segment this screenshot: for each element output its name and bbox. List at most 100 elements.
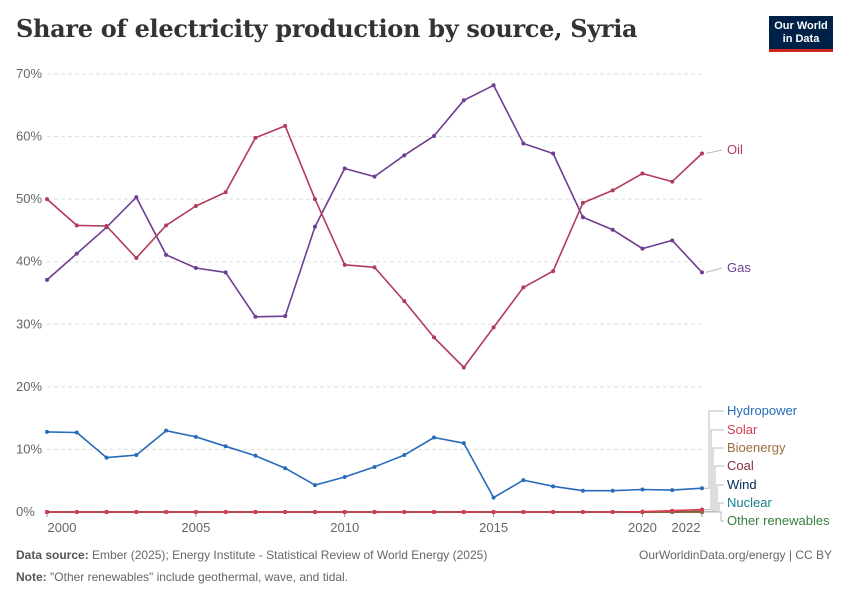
data-point[interactable] — [670, 238, 675, 243]
data-point[interactable] — [164, 510, 169, 514]
data-point[interactable] — [491, 510, 496, 514]
data-point[interactable] — [134, 510, 139, 514]
data-point[interactable] — [253, 135, 258, 140]
data-point[interactable] — [610, 510, 615, 514]
data-point[interactable] — [253, 314, 258, 319]
data-point[interactable] — [700, 270, 704, 275]
legend-nuclear[interactable]: Nuclear — [704, 495, 772, 513]
data-point[interactable] — [402, 453, 407, 458]
data-point[interactable] — [521, 141, 526, 146]
data-point[interactable] — [134, 195, 139, 200]
data-point[interactable] — [521, 478, 526, 483]
owid-logo[interactable]: Our World in Data — [769, 16, 833, 52]
data-point[interactable] — [402, 510, 407, 514]
data-point[interactable] — [432, 133, 437, 138]
data-point[interactable] — [283, 466, 288, 471]
series-legend-labels[interactable]: Oil Gas Hydropower Solar Bioenergy Coal Wind Nu… — [704, 142, 830, 528]
data-point[interactable] — [461, 365, 466, 370]
legend-label[interactable]: Coal — [727, 458, 754, 473]
legend-label[interactable]: Gas — [727, 260, 751, 275]
series-line[interactable] — [46, 125, 703, 369]
data-point[interactable] — [342, 262, 347, 267]
data-point[interactable] — [104, 510, 109, 514]
data-point[interactable] — [640, 246, 645, 251]
legend-oil[interactable]: Oil — [705, 142, 743, 157]
data-point[interactable] — [223, 510, 228, 514]
data-point[interactable] — [670, 179, 675, 184]
data-point[interactable] — [164, 252, 169, 257]
data-point[interactable] — [223, 444, 228, 449]
data-point[interactable] — [670, 488, 675, 493]
data-point[interactable] — [312, 483, 317, 488]
data-point[interactable] — [551, 510, 556, 514]
series-solar[interactable] — [45, 507, 704, 514]
data-point[interactable] — [610, 227, 615, 232]
data-point[interactable] — [461, 98, 466, 103]
legend-hydropower[interactable]: Hydropower — [704, 403, 798, 489]
data-point[interactable] — [253, 453, 258, 458]
legend-label[interactable]: Oil — [727, 142, 743, 157]
data-point[interactable] — [104, 224, 109, 229]
data-point[interactable] — [580, 488, 585, 493]
data-point[interactable] — [193, 510, 198, 514]
legend-label[interactable]: Bioenergy — [727, 440, 786, 455]
data-point[interactable] — [700, 151, 704, 156]
legend-label[interactable]: Solar — [727, 422, 758, 437]
data-point[interactable] — [283, 314, 288, 319]
data-point[interactable] — [312, 224, 317, 229]
data-point[interactable] — [491, 83, 496, 88]
series-oil[interactable] — [45, 123, 704, 370]
data-point[interactable] — [45, 197, 49, 202]
data-point[interactable] — [461, 510, 466, 514]
data-point[interactable] — [104, 455, 109, 460]
data-point[interactable] — [134, 255, 139, 260]
data-point[interactable] — [193, 204, 198, 209]
data-point[interactable] — [253, 510, 258, 514]
data-point[interactable] — [402, 153, 407, 158]
legend-label[interactable]: Nuclear — [727, 495, 772, 510]
data-point[interactable] — [491, 325, 496, 330]
data-point[interactable] — [551, 269, 556, 274]
data-point[interactable] — [312, 510, 317, 514]
data-point[interactable] — [551, 151, 556, 156]
legend-label[interactable]: Other renewables — [727, 513, 830, 528]
data-point[interactable] — [223, 270, 228, 275]
data-point[interactable] — [45, 429, 49, 434]
data-point[interactable] — [432, 335, 437, 340]
data-point[interactable] — [521, 285, 526, 290]
legend-label[interactable]: Hydropower — [727, 403, 798, 418]
data-point[interactable] — [372, 510, 377, 514]
data-point[interactable] — [402, 299, 407, 304]
data-point[interactable] — [283, 510, 288, 514]
series-hydropower[interactable] — [45, 428, 704, 500]
data-point[interactable] — [640, 171, 645, 176]
credit-link[interactable]: OurWorldinData.org/energy | CC BY — [639, 548, 832, 562]
data-point[interactable] — [372, 464, 377, 469]
data-point[interactable] — [640, 487, 645, 492]
data-point[interactable] — [134, 453, 139, 458]
data-point[interactable] — [372, 265, 377, 270]
data-point[interactable] — [432, 435, 437, 440]
data-point[interactable] — [283, 123, 288, 128]
data-point[interactable] — [164, 223, 169, 228]
legend-label[interactable]: Wind — [727, 477, 757, 492]
data-point[interactable] — [461, 441, 466, 446]
data-point[interactable] — [432, 510, 437, 514]
legend-other-renewables[interactable]: Other renewables — [704, 511, 830, 528]
data-point[interactable] — [312, 197, 317, 202]
data-point[interactable] — [670, 508, 675, 513]
series-line[interactable] — [46, 84, 703, 318]
data-point[interactable] — [640, 509, 645, 514]
data-point[interactable] — [342, 474, 347, 479]
data-point[interactable] — [45, 510, 49, 514]
series-line[interactable] — [46, 429, 703, 499]
data-point[interactable] — [551, 484, 556, 489]
data-point[interactable] — [74, 510, 79, 514]
data-point[interactable] — [491, 495, 496, 500]
data-point[interactable] — [193, 265, 198, 270]
data-point[interactable] — [521, 510, 526, 514]
data-point[interactable] — [610, 188, 615, 193]
data-point[interactable] — [164, 428, 169, 433]
data-point[interactable] — [74, 430, 79, 435]
data-point[interactable] — [193, 434, 198, 439]
